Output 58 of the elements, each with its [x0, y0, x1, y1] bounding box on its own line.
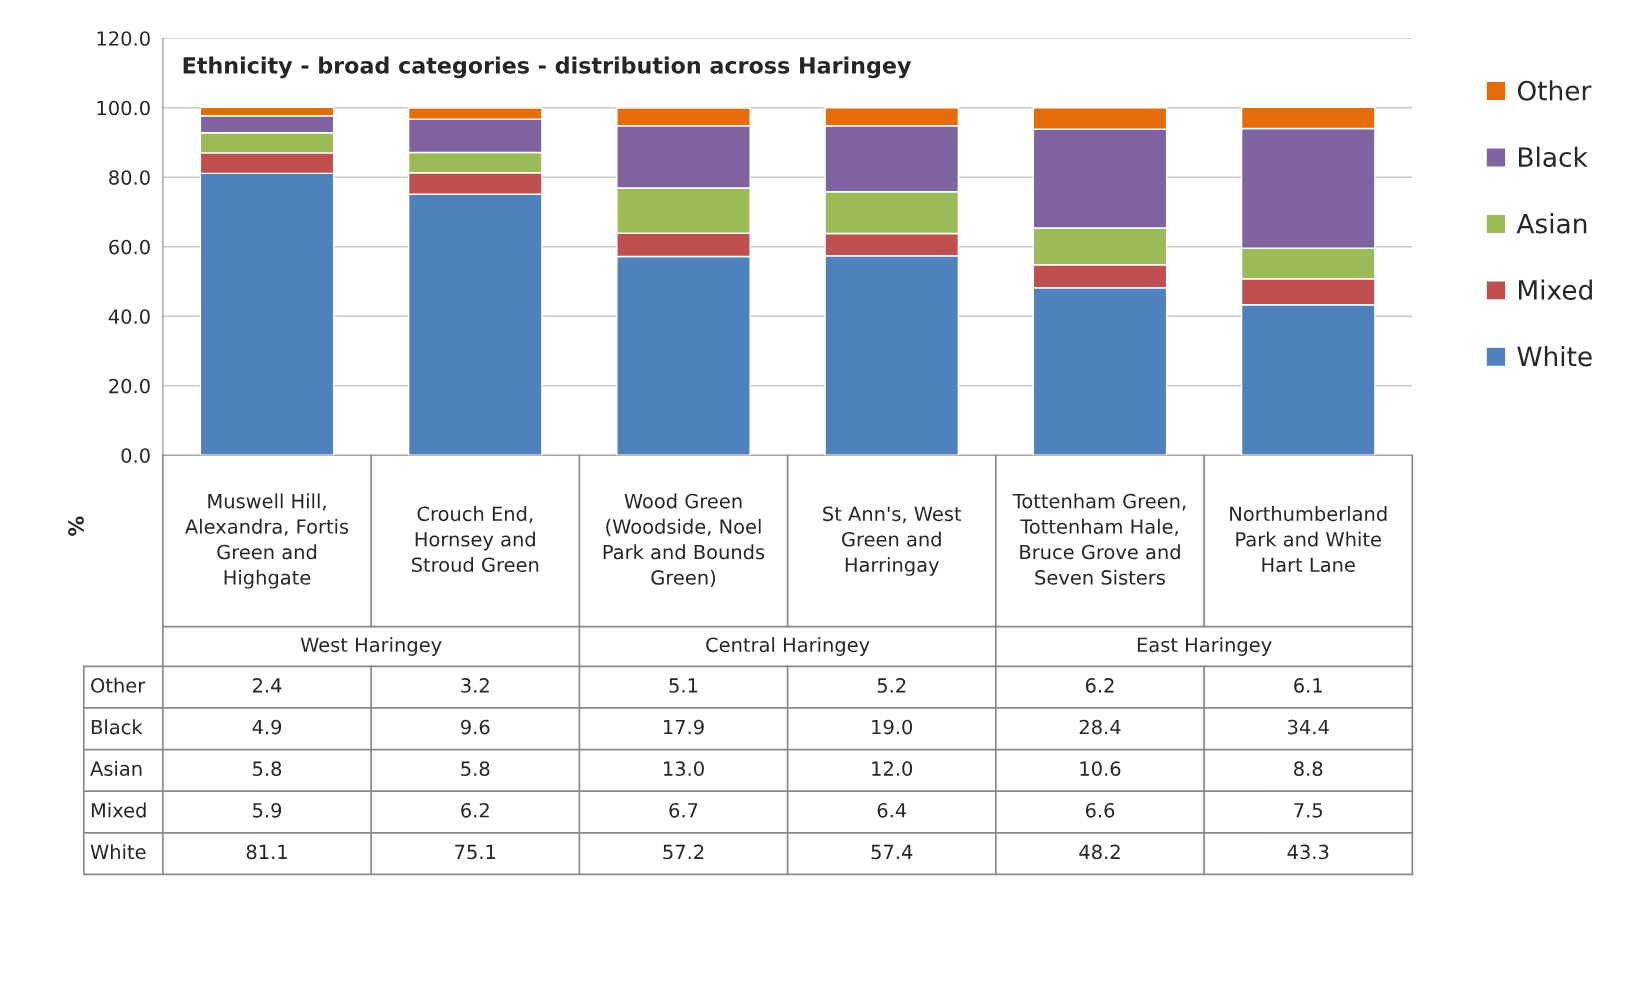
- data-label: 6.4: [877, 802, 907, 818]
- y-tick-label: 0.0: [121, 448, 150, 463]
- y-axis-title: %: [68, 516, 84, 536]
- x-tick-label: St Ann's, West Green and Harringay: [823, 506, 962, 576]
- y-tick-label: 80.0: [109, 170, 150, 185]
- y-tick-label: 120.0: [97, 31, 150, 46]
- data-label: 5.9: [253, 802, 282, 818]
- data-label: 19.0: [872, 719, 913, 735]
- text: White: [90, 844, 146, 860]
- data-label: 3.2: [461, 678, 489, 693]
- data-label: 8.8: [1294, 761, 1323, 777]
- y-tick-label: 100.0: [97, 100, 150, 116]
- data-label: 81.1: [246, 844, 287, 860]
- data-label: 4.9: [252, 719, 282, 735]
- text: Asian: [90, 760, 142, 777]
- text: Ethnicity - broad categories - distribution across Haringey: [183, 56, 912, 79]
- text: Black: [91, 719, 143, 735]
- data-label: 6.1: [1294, 678, 1322, 693]
- data-label: 6.2: [461, 802, 489, 818]
- data-label: 28.4: [1079, 719, 1121, 735]
- data-label: 6.7: [669, 802, 698, 818]
- data-label: 57.2: [663, 844, 704, 860]
- data-label: 5.8: [253, 761, 282, 777]
- text: Central Haringey: [706, 637, 870, 656]
- text: East Haringey: [1137, 637, 1272, 656]
- legend-label: Asian: [1516, 213, 1587, 234]
- data-label: 2.4: [252, 678, 282, 693]
- data-label: 6.2: [1085, 678, 1114, 693]
- y-tick-label: 60.0: [109, 239, 150, 255]
- data-label: 75.1: [455, 844, 496, 860]
- x-tick-label: Tottenham Green, Tottenham Hale, Bruce Grove and Seven Sisters: [1012, 493, 1186, 585]
- legend-label: White: [1517, 345, 1592, 367]
- data-label: 5.8: [461, 761, 490, 777]
- x-tick-label: Crouch End, Hornsey and Stroud Green: [411, 506, 539, 573]
- x-tick-label: Muswell Hill, Alexandra, Fortis Green and Highgate: [185, 493, 349, 589]
- y-tick-label: 20.0: [109, 378, 150, 394]
- data-label: 57.4: [871, 844, 913, 860]
- x-tick-label: Wood Green (Woodside, Noel Park and Bounds Green): [603, 493, 765, 588]
- data-label: 43.3: [1287, 844, 1329, 860]
- data-label: 6.6: [1085, 802, 1115, 818]
- data-label: 10.6: [1080, 761, 1121, 777]
- data-label: 5.2: [877, 678, 906, 693]
- data-label: 9.6: [461, 719, 490, 735]
- data-label: 7.5: [1294, 803, 1322, 818]
- text: Mixed: [91, 802, 146, 818]
- text: West Haringey: [300, 637, 442, 656]
- y-tick-label: 40.0: [108, 309, 150, 324]
- data-label: 12.0: [872, 761, 913, 777]
- legend-label: Black: [1519, 146, 1588, 168]
- legend-label: Mixed: [1519, 279, 1592, 300]
- data-label: 17.9: [663, 719, 704, 735]
- data-label: 5.1: [669, 678, 698, 693]
- text: Other: [91, 677, 146, 693]
- data-label: 13.0: [663, 761, 704, 777]
- x-tick-label: Northumberland Park and White Hart Lane: [1230, 506, 1387, 573]
- data-label: 34.4: [1288, 719, 1329, 735]
- data-label: 48.2: [1079, 844, 1120, 860]
- legend-label: Other: [1517, 80, 1592, 101]
